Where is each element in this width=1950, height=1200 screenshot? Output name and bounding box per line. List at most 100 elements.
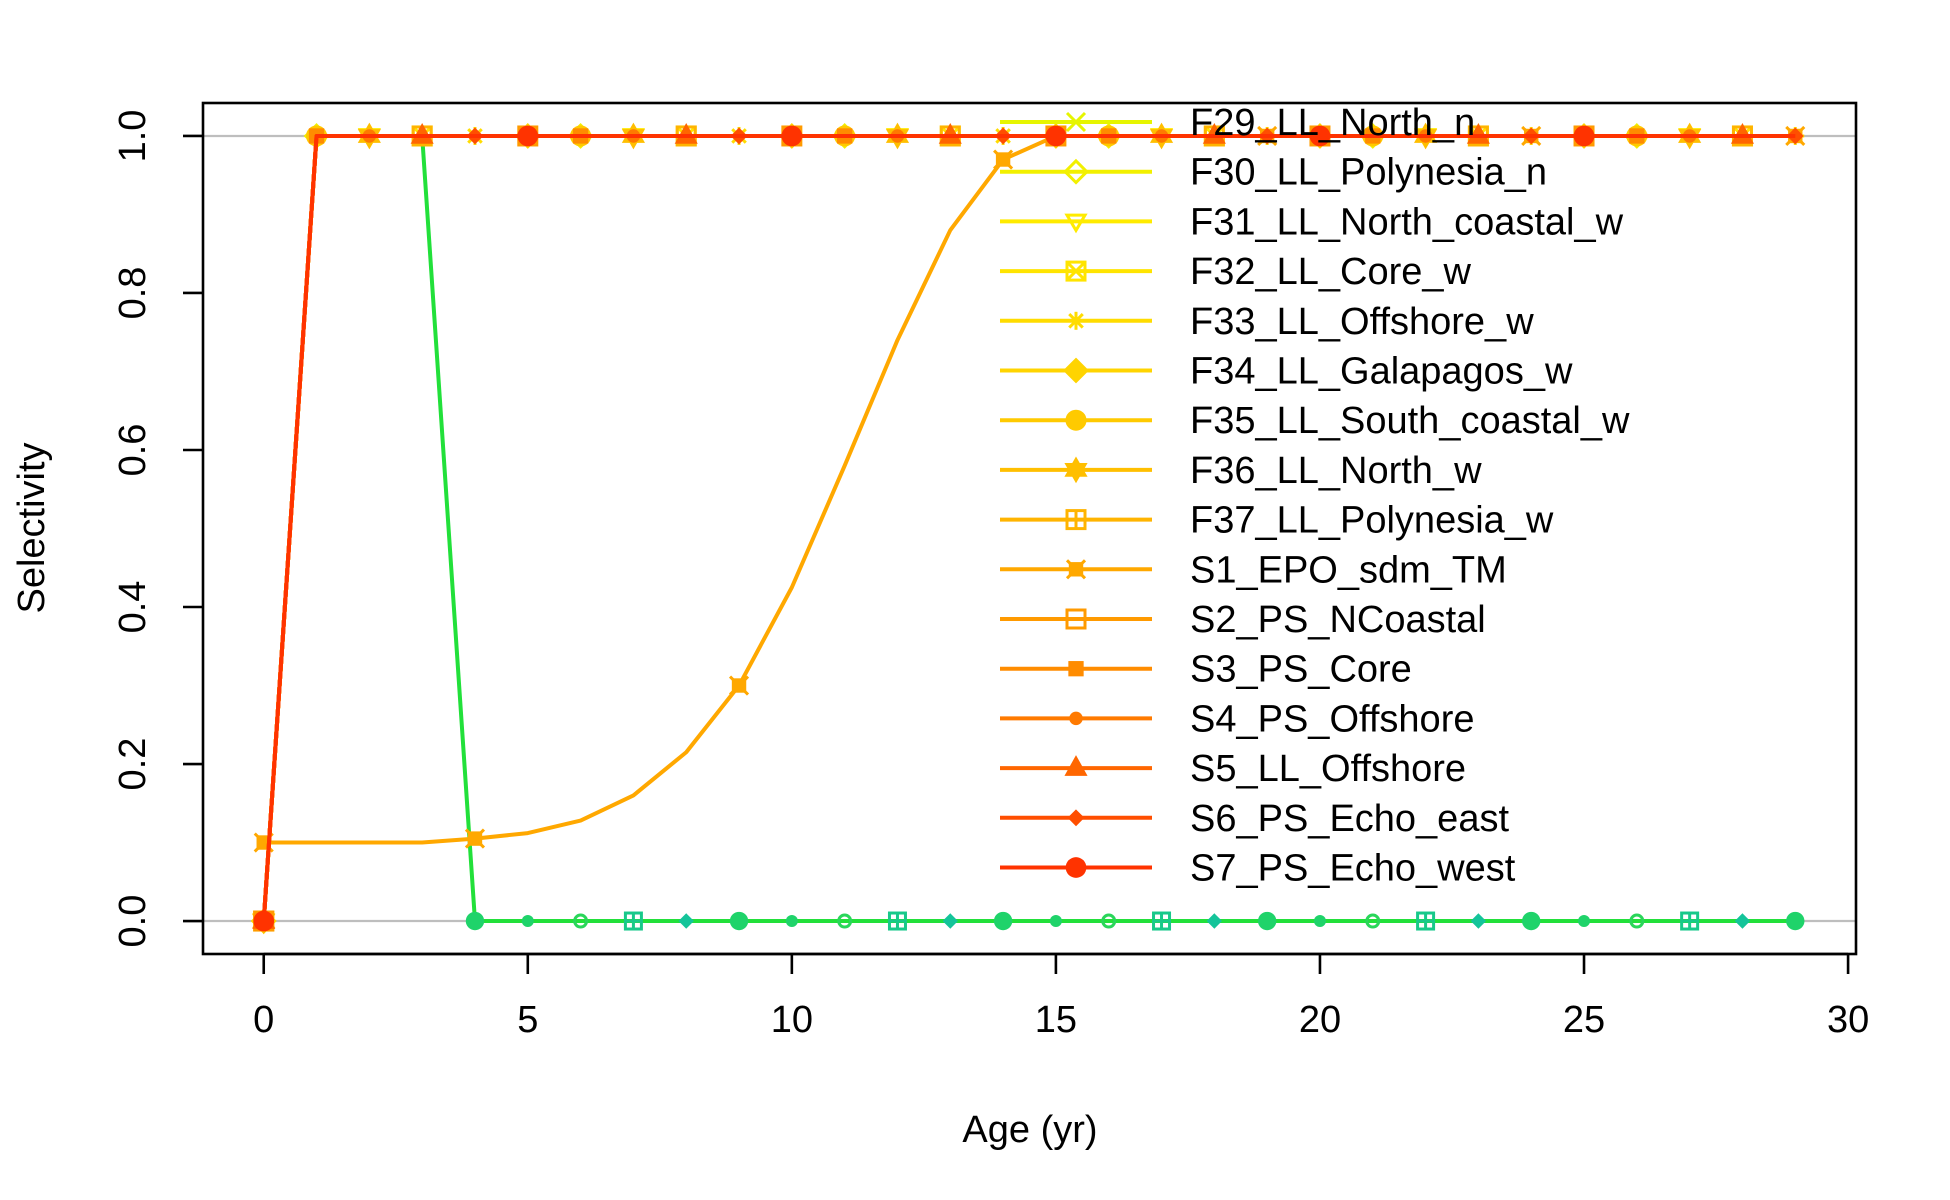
- series-S4_PS_Offshore: [256, 129, 1796, 928]
- legend-label: S1_EPO_sdm_TM: [1190, 549, 1507, 591]
- data-point: [1416, 911, 1436, 931]
- data-point: [1065, 509, 1087, 531]
- data-point: [517, 125, 539, 147]
- data-point: [1470, 913, 1487, 929]
- data-point: [678, 913, 694, 929]
- legend-entry: F34_LL_Galapagos_w: [1000, 351, 1573, 393]
- legend-label: S4_PS_Offshore: [1190, 698, 1474, 740]
- legend-label: F34_LL_Galapagos_w: [1190, 351, 1573, 393]
- legend-label: S3_PS_Core: [1190, 649, 1412, 691]
- x-tick-label: 25: [1563, 999, 1605, 1041]
- legend-label: F35_LL_South_coastal_w: [1190, 400, 1630, 442]
- data-point: [1065, 857, 1087, 878]
- series-F31_LL_North_coastal_w: [252, 128, 1796, 933]
- data-point: [1065, 260, 1087, 282]
- y-tick-label: 0.0: [112, 895, 154, 948]
- legend-label: F33_LL_Offshore_w: [1190, 301, 1534, 343]
- series-S5_LL_Offshore: [252, 122, 1796, 929]
- x-tick-label: 0: [253, 999, 274, 1041]
- series-S3_PS_Core: [256, 128, 1796, 929]
- legend-entry: S6_PS_Echo_east: [1000, 798, 1509, 840]
- data-point: [1313, 915, 1326, 928]
- data-point: [1309, 125, 1331, 147]
- series-unlabeled: [261, 133, 1805, 931]
- x-tick-label: 20: [1299, 999, 1341, 1041]
- series-line: [261, 133, 1796, 922]
- x-axis: 0 5 10 15 20 25 30: [253, 952, 1869, 1041]
- data-point: [781, 125, 803, 147]
- data-point: [1065, 111, 1087, 133]
- legend-label: F31_LL_North_coastal_w: [1190, 201, 1624, 243]
- legend-label: F30_LL_Polynesia_n: [1190, 152, 1547, 194]
- series-line: [261, 133, 1796, 922]
- data-point: [1522, 911, 1541, 931]
- data-point: [573, 913, 589, 929]
- data-point: [1573, 125, 1595, 147]
- series-F30_LL_Polynesia_n: [250, 123, 1796, 934]
- legend-entry: F35_LL_South_coastal_w: [1000, 400, 1630, 442]
- data-point: [1786, 127, 1804, 145]
- y-axis: 0.0 0.2 0.4 0.6 0.8 1.0: [112, 110, 203, 948]
- series-F37_LL_Polynesia_w: [253, 125, 1796, 932]
- legend-label: F37_LL_Polynesia_w: [1190, 500, 1554, 542]
- legend-entry: S2_PS_NCoastal: [1000, 599, 1486, 641]
- series-F29_LL_North_n: [253, 125, 1796, 932]
- series-line: [261, 133, 1796, 922]
- data-point: [785, 915, 798, 928]
- series-F34_LL_Galapagos_w: [250, 123, 1796, 934]
- data-point: [1786, 911, 1805, 931]
- data-point: [1101, 913, 1117, 929]
- data-point: [1065, 559, 1087, 580]
- series-line: [261, 133, 1796, 922]
- legend-label: S2_PS_NCoastal: [1190, 599, 1486, 641]
- data-point: [1578, 915, 1591, 928]
- data-point: [1063, 357, 1089, 384]
- data-point: [1065, 409, 1087, 431]
- series-S6_PS_Echo_east: [255, 127, 1804, 930]
- series-line: [261, 133, 1796, 922]
- data-point: [1063, 158, 1089, 185]
- data-point: [1629, 913, 1645, 929]
- series-line: [261, 133, 1796, 922]
- legend-entry: F36_LL_North_w: [1000, 450, 1482, 492]
- legend-label: F36_LL_North_w: [1190, 450, 1482, 492]
- legend: F29_LL_North_n F30_LL_Polynesia_n F31_LL_N…: [1000, 102, 1630, 890]
- series-F33_LL_Offshore_w: [254, 126, 1805, 931]
- y-tick-label: 0.8: [112, 267, 154, 320]
- legend-entry: F30_LL_Polynesia_n: [1000, 152, 1547, 194]
- data-point: [464, 828, 486, 849]
- data-point: [1049, 915, 1062, 928]
- series-line: [261, 133, 1796, 922]
- series-line: [261, 133, 1796, 922]
- data-point: [465, 911, 485, 931]
- x-axis-title: Age (yr): [962, 1109, 1097, 1151]
- x-tick-label: 5: [517, 999, 538, 1041]
- series-line: [261, 133, 1796, 922]
- legend-entry: S5_LL_Offshore: [1000, 748, 1466, 790]
- legend-label: S7_PS_Echo_west: [1190, 848, 1516, 890]
- data-point: [1067, 809, 1085, 827]
- legend-entry: S4_PS_Offshore: [1000, 698, 1474, 740]
- data-point: [623, 911, 643, 931]
- data-point: [253, 910, 275, 932]
- data-point: [1069, 711, 1083, 726]
- series-S2_PS_NCoastal: [253, 125, 1796, 932]
- series-layer: [250, 122, 1806, 935]
- y-tick-label: 1.0: [112, 110, 154, 163]
- series-line: [261, 133, 1796, 922]
- y-tick-label: 0.2: [112, 738, 154, 791]
- x-tick-label: 15: [1035, 999, 1077, 1041]
- legend-entry: F33_LL_Offshore_w: [1000, 301, 1534, 343]
- series-line: [261, 133, 1796, 922]
- x-tick-label: 10: [771, 999, 813, 1041]
- legend-label: F29_LL_North_n: [1190, 102, 1475, 144]
- data-point: [1734, 913, 1751, 929]
- data-point: [1065, 608, 1087, 630]
- data-point: [521, 915, 534, 928]
- data-point: [1206, 913, 1223, 929]
- legend-entry: S3_PS_Core: [1000, 649, 1412, 691]
- y-tick-label: 0.6: [112, 424, 154, 477]
- series-line: [261, 133, 1796, 922]
- data-point: [1067, 311, 1085, 330]
